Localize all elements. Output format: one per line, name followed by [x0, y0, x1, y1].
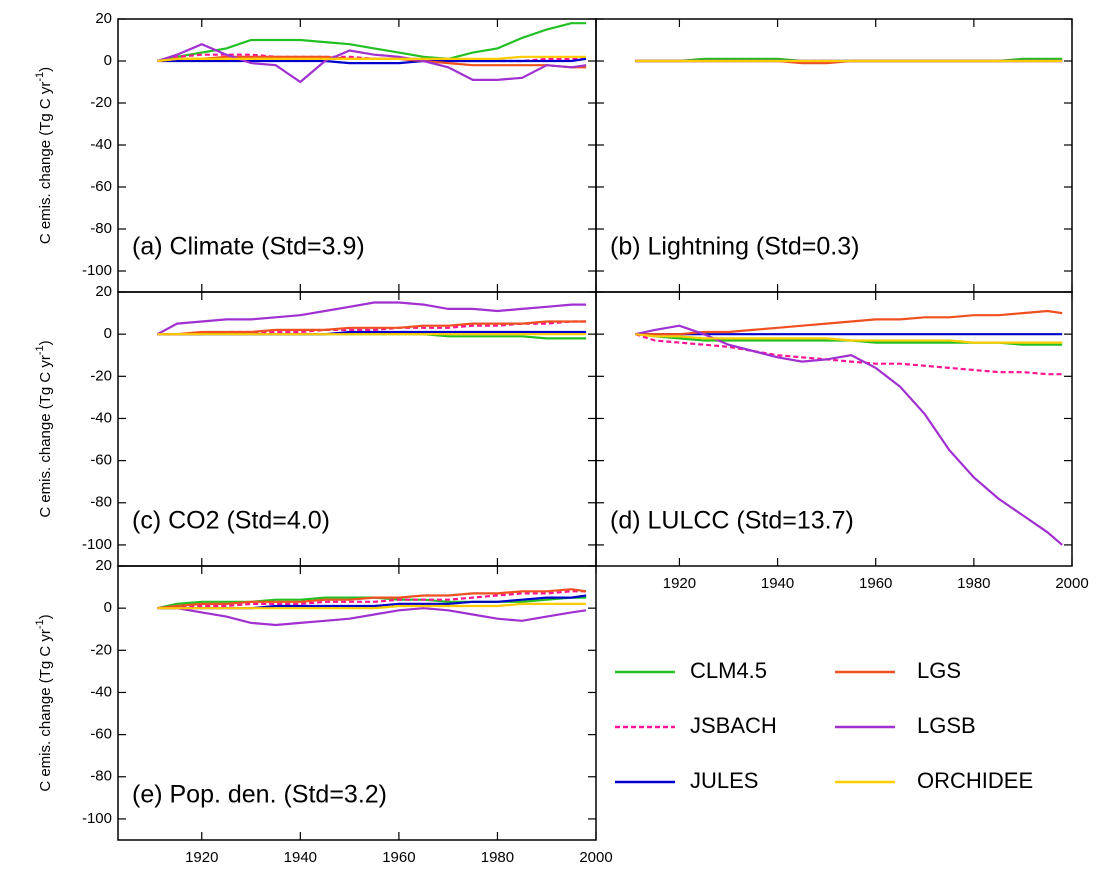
legend-label: LGSB: [917, 713, 976, 738]
series-line: [157, 55, 587, 63]
series-line: [157, 588, 587, 610]
panel-annotation: (d) LULCC (Std=13.7): [610, 507, 854, 535]
y-tick-label: -100: [82, 536, 112, 553]
legend-label: JULES: [690, 768, 758, 793]
y-tick-label: -100: [82, 262, 112, 279]
series-line: [157, 22, 587, 63]
series-line: [157, 607, 587, 627]
y-axis-label-main: C emis. change (Tg C yr: [37, 629, 54, 792]
y-axis-label-end: ): [37, 67, 54, 72]
y-axis-label-sup: -1: [34, 619, 46, 629]
y-tick-label: 20: [95, 557, 112, 574]
x-tick-label: 1940: [284, 849, 317, 866]
legend-label: CLM4.5: [690, 658, 767, 683]
panel-annotation: (c) CO2 (Std=4.0): [132, 507, 330, 535]
legend-label: LGS: [917, 658, 961, 683]
x-tick-label: 1980: [481, 849, 514, 866]
y-tick-label: -60: [90, 452, 112, 469]
y-tick-label: 0: [104, 599, 112, 616]
series-line: [156, 301, 587, 336]
y-tick-label: -80: [90, 220, 112, 237]
y-axis-label: C emis. change (Tg C yr-1): [34, 340, 54, 517]
series-line: [635, 309, 1063, 336]
y-tick-label: -40: [90, 683, 112, 700]
y-tick-label: -60: [90, 178, 112, 195]
x-tick-label: 1980: [957, 575, 990, 592]
x-tick-label: 2000: [579, 849, 612, 866]
y-tick-label: -80: [90, 494, 112, 511]
series-line: [157, 43, 587, 84]
panel-frame: [595, 291, 1073, 567]
series-line: [157, 320, 587, 336]
series-line: [634, 333, 1063, 376]
legend-label: ORCHIDEE: [917, 768, 1033, 793]
y-axis-label-end: ): [37, 614, 54, 619]
panel-annotation: (e) Pop. den. (Std=3.2): [132, 781, 387, 809]
series-line: [635, 333, 1063, 344]
series-line: [157, 590, 587, 610]
y-axis-label-sup: -1: [34, 72, 46, 82]
y-tick-label: -60: [90, 726, 112, 743]
y-tick-label: -20: [90, 367, 112, 384]
y-axis-label: C emis. change (Tg C yr-1): [34, 614, 54, 791]
y-tick-label: 20: [95, 10, 112, 27]
x-tick-label: 1920: [663, 575, 696, 592]
y-tick-label: -40: [90, 409, 112, 426]
x-tick-label: 1960: [859, 575, 892, 592]
x-tick-label: 2000: [1055, 575, 1088, 592]
series-line: [157, 57, 587, 65]
x-tick-label: 1940: [761, 575, 794, 592]
y-axis-label-end: ): [37, 340, 54, 345]
panel-frame: [117, 565, 597, 841]
y-tick-label: 20: [95, 283, 112, 300]
series-line: [635, 324, 1063, 546]
y-tick-label: -20: [90, 641, 112, 658]
y-tick-label: -80: [90, 768, 112, 785]
y-axis-label-sup: -1: [34, 345, 46, 355]
x-tick-label: 1960: [382, 849, 415, 866]
series-line: [157, 320, 587, 336]
y-tick-label: 0: [104, 52, 112, 69]
y-tick-label: 0: [104, 325, 112, 342]
y-tick-label: -20: [90, 94, 112, 111]
panel-annotation: (a) Climate (Std=3.9): [132, 233, 365, 261]
x-tick-label: 1920: [185, 849, 218, 866]
y-axis-label: C emis. change (Tg C yr-1): [34, 67, 54, 244]
legend-label: JSBACH: [690, 713, 777, 738]
series-line: [157, 602, 587, 610]
y-axis-label-main: C emis. change (Tg C yr: [37, 355, 54, 518]
y-tick-label: -40: [90, 136, 112, 153]
y-axis-label-main: C emis. change (Tg C yr: [37, 82, 54, 245]
panel-annotation: (b) Lightning (Std=0.3): [610, 233, 859, 261]
y-tick-label: -100: [82, 810, 112, 827]
